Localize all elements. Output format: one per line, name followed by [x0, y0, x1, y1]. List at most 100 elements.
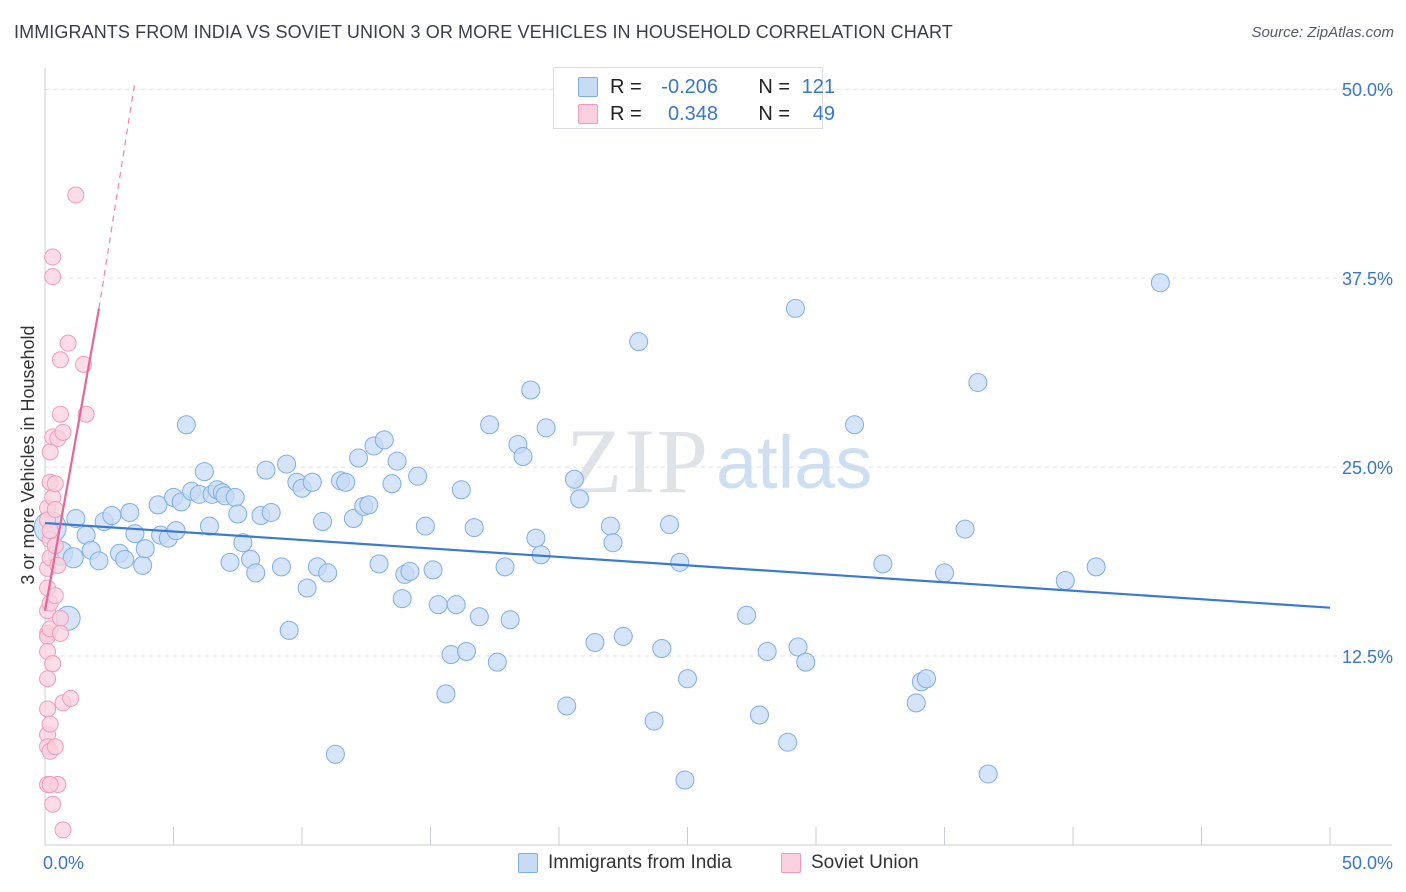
- soviet-point: [44, 655, 62, 673]
- india-point: [228, 504, 248, 524]
- soviet-point: [46, 738, 64, 756]
- soviet-trend-extension: [98, 81, 136, 309]
- india-point: [600, 516, 620, 536]
- soviet-point: [46, 500, 64, 518]
- soviet-point: [54, 423, 72, 441]
- india-point: [557, 696, 577, 716]
- india-point: [500, 610, 520, 630]
- soviet-point: [62, 689, 80, 707]
- y-axis-label: 3 or more Vehicles in Household: [18, 325, 38, 584]
- india-point: [133, 555, 153, 575]
- legend-label-soviet: Soviet Union: [811, 852, 919, 873]
- soviet-point: [54, 821, 72, 839]
- india-point: [148, 495, 168, 515]
- legend-row-india: R = -0.206 N = 121: [578, 75, 835, 99]
- india-point: [917, 669, 937, 689]
- india-point: [369, 554, 389, 574]
- soviet-point: [46, 475, 64, 493]
- india-point: [89, 551, 109, 571]
- india-point: [423, 560, 443, 580]
- india-point: [678, 669, 697, 689]
- soviet-point: [77, 405, 95, 423]
- india-point: [845, 415, 865, 435]
- india-point: [279, 620, 299, 640]
- india-point: [325, 744, 345, 764]
- india-point: [392, 589, 412, 609]
- india-point: [400, 561, 420, 581]
- soviet-point: [39, 700, 57, 718]
- soviet-point: [41, 776, 59, 794]
- watermark-atlas: atlas: [716, 421, 872, 504]
- india-point: [349, 448, 369, 468]
- soviet-point: [67, 186, 85, 204]
- india-trend-line: [44, 521, 1331, 609]
- india-point: [115, 549, 135, 569]
- legend-swatch-india: [518, 853, 538, 873]
- legend-n-value-india: 121: [801, 75, 835, 98]
- india-point: [387, 451, 407, 471]
- india-point: [796, 652, 816, 672]
- legend-label-india: Immigrants from India: [548, 852, 732, 873]
- source-label: Source: ZipAtlas.com: [1251, 24, 1394, 41]
- india-point: [570, 489, 590, 509]
- soviet-point: [44, 248, 62, 266]
- chart-title: IMMIGRANTS FROM INDIA VS SOVIET UNION 3 …: [14, 22, 953, 42]
- india-point: [120, 502, 140, 522]
- india-point: [225, 487, 245, 507]
- y-tick-label: 25.0%: [1342, 458, 1393, 478]
- india-point: [102, 505, 122, 525]
- india-point: [652, 639, 672, 658]
- series-legend: Immigrants from India Soviet Union: [0, 852, 1406, 878]
- india-point: [246, 563, 266, 583]
- india-point: [199, 516, 219, 536]
- india-point: [220, 552, 240, 572]
- soviet-point: [44, 795, 62, 813]
- india-point: [749, 705, 769, 725]
- y-tick-label: 50.0%: [1342, 80, 1393, 100]
- india-point: [176, 415, 196, 435]
- legend-r-label: R =: [610, 75, 642, 98]
- india-point: [906, 693, 926, 713]
- legend-r-label: R =: [610, 102, 642, 125]
- legend-n-label: N =: [758, 102, 790, 125]
- india-point: [935, 563, 954, 583]
- india-point: [336, 472, 356, 492]
- india-point: [66, 509, 86, 529]
- soviet-point: [41, 715, 59, 733]
- india-point: [495, 557, 515, 577]
- soviet-point: [51, 624, 69, 642]
- india-point: [62, 547, 84, 569]
- legend-item-soviet[interactable]: Soviet Union: [781, 852, 919, 874]
- watermark-zip: ZIP: [566, 410, 710, 512]
- india-point: [521, 380, 541, 400]
- india-point: [536, 418, 556, 438]
- india-point: [233, 533, 253, 553]
- india-point: [613, 626, 633, 646]
- legend-item-india[interactable]: Immigrants from India: [518, 852, 732, 874]
- india-point: [603, 533, 623, 553]
- x-tick-label-min: 0.0%: [43, 853, 84, 873]
- india-point: [629, 332, 649, 352]
- y-tick-label: 12.5%: [1342, 647, 1393, 667]
- india-point: [564, 469, 584, 489]
- india-point: [415, 516, 435, 536]
- soviet-point: [51, 351, 69, 369]
- india-point: [271, 557, 291, 577]
- legend-swatch-soviet: [578, 104, 598, 124]
- legend-n-label: N =: [758, 75, 790, 98]
- india-point: [585, 632, 605, 652]
- india-point: [408, 466, 428, 486]
- soviet-point: [41, 522, 59, 540]
- y-tick-label: 37.5%: [1342, 269, 1393, 289]
- india-point: [660, 515, 680, 535]
- india-point: [487, 652, 507, 672]
- india-point: [277, 454, 297, 474]
- india-point: [374, 430, 394, 450]
- india-point: [955, 519, 975, 539]
- soviet-point: [51, 609, 69, 627]
- india-point: [297, 578, 317, 598]
- soviet-point: [39, 670, 57, 688]
- india-point: [968, 372, 988, 392]
- legend-swatch-soviet: [781, 853, 801, 873]
